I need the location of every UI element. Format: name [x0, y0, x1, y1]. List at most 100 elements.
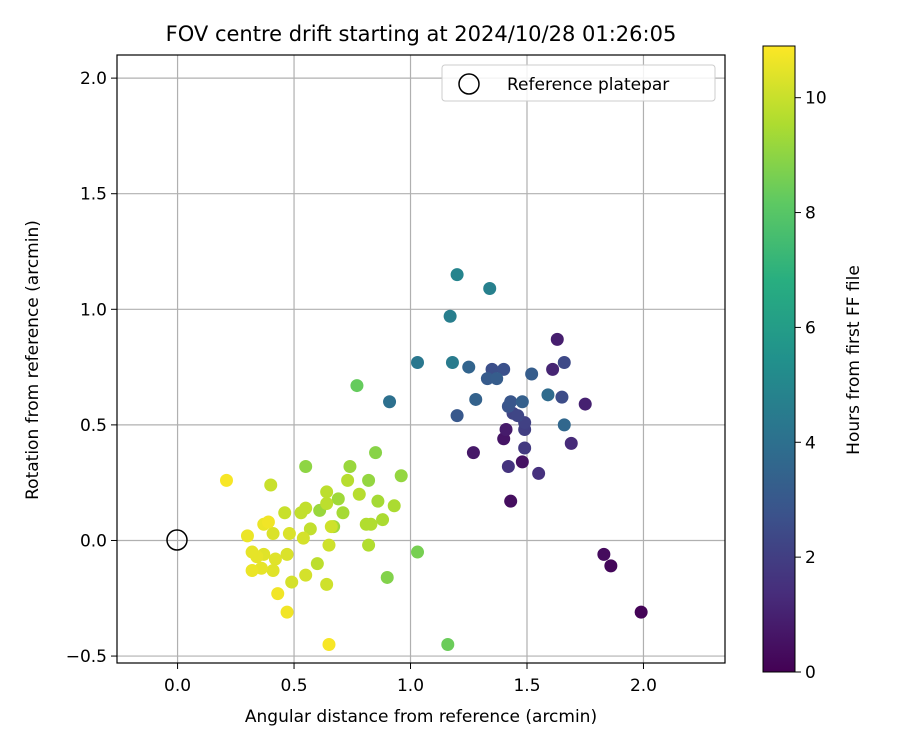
- data-point: [271, 587, 285, 601]
- data-point: [343, 459, 357, 473]
- data-point: [280, 605, 294, 619]
- data-point: [341, 473, 355, 487]
- data-point: [320, 485, 334, 499]
- data-point: [266, 527, 280, 541]
- y-tick-label: 1.5: [80, 185, 107, 205]
- data-point: [362, 473, 376, 487]
- data-point: [264, 478, 278, 492]
- data-point: [411, 355, 425, 369]
- data-point: [280, 547, 294, 561]
- data-point: [322, 638, 336, 652]
- data-point: [359, 517, 373, 531]
- data-point: [299, 568, 313, 582]
- reference-platepar-marker: [166, 529, 188, 551]
- data-point: [555, 390, 569, 404]
- x-axis-label: Angular distance from reference (arcmin): [245, 707, 597, 727]
- data-point: [450, 409, 464, 423]
- data-point: [504, 395, 518, 409]
- data-point: [564, 436, 578, 450]
- chart-title: FOV centre drift starting at 2024/10/28 …: [166, 22, 677, 46]
- data-point: [525, 367, 539, 381]
- data-point: [303, 522, 317, 536]
- legend-label: Reference platepar: [507, 75, 669, 95]
- plot-frame: [116, 54, 726, 664]
- data-point: [371, 494, 385, 508]
- data-point: [261, 515, 275, 529]
- data-point: [278, 506, 292, 520]
- data-point: [550, 332, 564, 346]
- data-point: [532, 466, 546, 480]
- data-point: [322, 538, 336, 552]
- data-point: [331, 492, 345, 506]
- colorbar-tick-label: 0: [805, 663, 816, 683]
- data-point: [441, 638, 455, 652]
- data-point: [483, 281, 497, 295]
- colorbar-tick-label: 6: [805, 318, 816, 338]
- data-point: [394, 469, 408, 483]
- data-point: [387, 499, 401, 513]
- y-axis-label: Rotation from reference (arcmin): [23, 220, 43, 500]
- data-point: [245, 564, 259, 578]
- data-point: [541, 388, 555, 402]
- data-points: [219, 268, 648, 652]
- x-tick-label: 1.5: [513, 676, 540, 696]
- data-point: [466, 446, 480, 460]
- data-point: [219, 473, 233, 487]
- legend-marker-icon: [458, 73, 480, 95]
- data-point: [350, 379, 364, 393]
- data-point: [445, 355, 459, 369]
- x-tick-label: 0.5: [281, 676, 308, 696]
- colorbar-ticks: 0 2 4 6 8 10: [795, 89, 827, 683]
- data-point: [597, 547, 611, 561]
- data-point: [369, 446, 383, 460]
- data-point: [383, 395, 397, 409]
- data-point: [518, 441, 532, 455]
- data-point: [296, 531, 310, 545]
- data-point: [268, 552, 282, 566]
- data-point: [490, 372, 504, 386]
- data-point: [376, 513, 390, 527]
- data-point: [299, 459, 313, 473]
- data-point: [469, 392, 483, 406]
- data-point: [336, 506, 350, 520]
- data-point: [285, 575, 299, 589]
- colorbar-label: Hours from first FF file: [844, 265, 864, 455]
- legend-box: [441, 64, 716, 102]
- data-point: [515, 395, 529, 409]
- data-point: [266, 564, 280, 578]
- colorbar-tick-label: 2: [805, 548, 816, 568]
- data-point: [546, 362, 560, 376]
- data-point: [294, 506, 308, 520]
- axis-ticks: 0.0 0.5 1.0 1.5 2.0 −0.5 0.0 0.5 1.0 1.5 2.0: [66, 69, 657, 696]
- data-point: [480, 372, 494, 386]
- data-point: [450, 268, 464, 282]
- y-tick-label: 0.0: [80, 531, 107, 551]
- data-point: [362, 538, 376, 552]
- data-point: [501, 459, 515, 473]
- data-point: [515, 455, 529, 469]
- data-point: [324, 520, 338, 534]
- y-tick-label: 2.0: [80, 69, 107, 89]
- data-point: [443, 309, 457, 323]
- data-point: [282, 527, 296, 541]
- data-point: [352, 487, 366, 501]
- data-point: [634, 605, 648, 619]
- colorbar-tick-label: 4: [805, 433, 816, 453]
- data-point: [557, 418, 571, 432]
- data-point: [320, 577, 334, 591]
- data-point: [497, 362, 511, 376]
- data-point: [499, 423, 513, 437]
- data-point: [411, 545, 425, 559]
- data-point: [310, 557, 324, 571]
- colorbar: 0 2 4 6 8 10 Hours from first FF file: [762, 45, 864, 683]
- data-point: [604, 559, 618, 573]
- colorbar-tick-label: 8: [805, 204, 816, 224]
- colorbar-gradient: [762, 45, 796, 673]
- y-tick-label: −0.5: [66, 647, 107, 667]
- data-point: [245, 545, 259, 559]
- legend: Reference platepar: [441, 64, 716, 102]
- x-tick-label: 0.0: [164, 676, 191, 696]
- data-point: [380, 570, 394, 584]
- x-tick-label: 2.0: [630, 676, 657, 696]
